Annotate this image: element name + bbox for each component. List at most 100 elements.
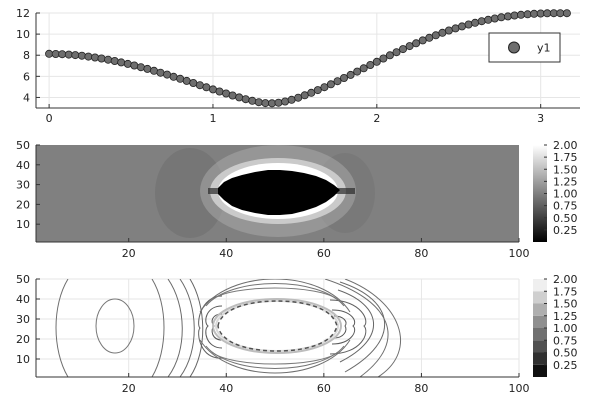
scatter-y-tick-label: 6 <box>23 70 30 83</box>
contour-colorbar-tick-label: 1.50 <box>553 298 578 311</box>
scatter-point <box>261 99 270 108</box>
contour-x-tick-label: 20 <box>122 382 136 395</box>
scatter-point <box>64 50 73 59</box>
heatmap-colorbar-tick-label: 1.75 <box>553 151 578 164</box>
scatter-point <box>300 91 309 100</box>
scatter-point <box>444 26 453 35</box>
scatter-point <box>484 15 493 24</box>
scatter-point <box>189 79 198 88</box>
scatter-point <box>353 67 362 76</box>
scatter-point <box>385 51 394 60</box>
scatter-point <box>254 98 263 107</box>
scatter-x-tick-label: 0 <box>46 112 53 125</box>
scatter-point <box>523 10 532 19</box>
heat-x-tick-label: 100 <box>509 247 530 260</box>
scatter-point <box>333 77 342 86</box>
scatter-point <box>431 31 440 40</box>
contour-right-line-3 <box>339 281 386 373</box>
scatter-point <box>510 11 519 20</box>
contour-ring-outer <box>212 298 342 354</box>
scatter-point <box>130 61 139 70</box>
heatmap-colorbar-tick-label: 0.25 <box>553 224 578 237</box>
scatter-point <box>543 9 552 18</box>
heatmap-y-ticks: 10 20 30 40 50 <box>16 139 40 231</box>
contour-y-tick-label: 50 <box>16 273 30 286</box>
contour-colorbar-band <box>533 315 547 328</box>
contour-left-loop <box>95 298 135 354</box>
contour-left-line-4 <box>179 279 195 377</box>
contour-x-tick-label: 60 <box>317 382 331 395</box>
scatter-point <box>392 48 401 57</box>
scatter-x-tick-label: 3 <box>537 112 544 125</box>
contour-right-tip-3 <box>333 315 347 339</box>
contour-bottom-arc-3 <box>199 339 351 374</box>
scatter-point <box>136 63 145 72</box>
heat-x-tick-label: 40 <box>219 247 233 260</box>
heat-x-tick-label: 60 <box>317 247 331 260</box>
scatter-y-tick-label: 4 <box>23 91 30 104</box>
scatter-point <box>176 74 185 83</box>
contour-right-line-4 <box>337 289 374 363</box>
heatmap-colorbar: 0.250.500.751.001.251.501.752.00 <box>533 139 578 242</box>
scatter-point <box>405 42 414 51</box>
scatter-point <box>556 9 565 18</box>
contour-colorbar-tick-label: 1.00 <box>553 322 578 335</box>
scatter-point <box>84 52 93 61</box>
scatter-point <box>477 17 486 26</box>
scatter-point <box>359 64 368 73</box>
heat-y-tick-label: 40 <box>16 159 30 172</box>
contour-left-line-3 <box>167 279 183 377</box>
scatter-point <box>222 89 231 98</box>
scatter-point <box>156 68 165 77</box>
contour-x-tick-label: 40 <box>219 382 233 395</box>
contour-left-tip-2 <box>205 305 223 349</box>
scatter-point <box>313 86 322 95</box>
contour-axes <box>35 279 519 378</box>
scatter-points <box>45 9 571 108</box>
scatter-point <box>490 14 499 23</box>
scatter-point <box>530 9 539 18</box>
scatter-axes <box>35 13 580 109</box>
heatmap-colorbar-tick-label: 2.00 <box>553 139 578 152</box>
scatter-point <box>398 45 407 54</box>
scatter-x-ticks: 0 1 2 3 <box>46 104 544 125</box>
scatter-point <box>457 22 466 31</box>
scatter-point <box>503 12 512 21</box>
contour-colorbar-band <box>533 303 547 316</box>
contour-right-tip-2 <box>331 309 356 345</box>
scatter-point <box>235 93 244 102</box>
legend-box <box>488 32 561 63</box>
scatter-point <box>104 55 113 64</box>
contour-colorbar-tick-label: 1.75 <box>553 285 578 298</box>
scatter-point <box>195 81 204 90</box>
contour-right-line-2 <box>344 279 401 377</box>
scatter-point <box>241 95 250 104</box>
scatter-point <box>208 85 217 94</box>
scatter-point <box>346 70 355 79</box>
heat-y-tick-label: 20 <box>16 198 30 211</box>
contour-colorbar-band <box>533 328 547 341</box>
scatter-point <box>497 13 506 22</box>
contour-colorbar-band <box>533 279 547 292</box>
scatter-point <box>451 24 460 33</box>
scatter-point <box>517 10 526 19</box>
scatter-point <box>464 20 473 29</box>
scatter-legend: y1 <box>488 32 561 63</box>
scatter-x-tick-label: 1 <box>209 112 216 125</box>
heatmap-obstacle <box>218 170 340 215</box>
contour-colorbar-tick-label: 0.50 <box>553 347 578 360</box>
contour-obstacle <box>219 303 335 349</box>
contour-y-tick-label: 30 <box>16 313 30 326</box>
contour-x-ticks: 20 40 60 80 100 <box>122 373 530 395</box>
contour-x-tick-label: 80 <box>414 382 428 395</box>
contour-right-line-1 <box>324 279 389 377</box>
scatter-point <box>182 76 191 85</box>
contour-y-tick-label: 10 <box>16 353 30 366</box>
scatter-point <box>77 51 86 60</box>
contour-bottom-arc-1 <box>211 351 339 365</box>
scatter-point <box>58 50 67 59</box>
scatter-point <box>412 39 421 48</box>
contour-colorbar-ticks: 0.250.500.751.001.251.501.752.00 <box>544 273 578 372</box>
scatter-point <box>372 57 381 66</box>
